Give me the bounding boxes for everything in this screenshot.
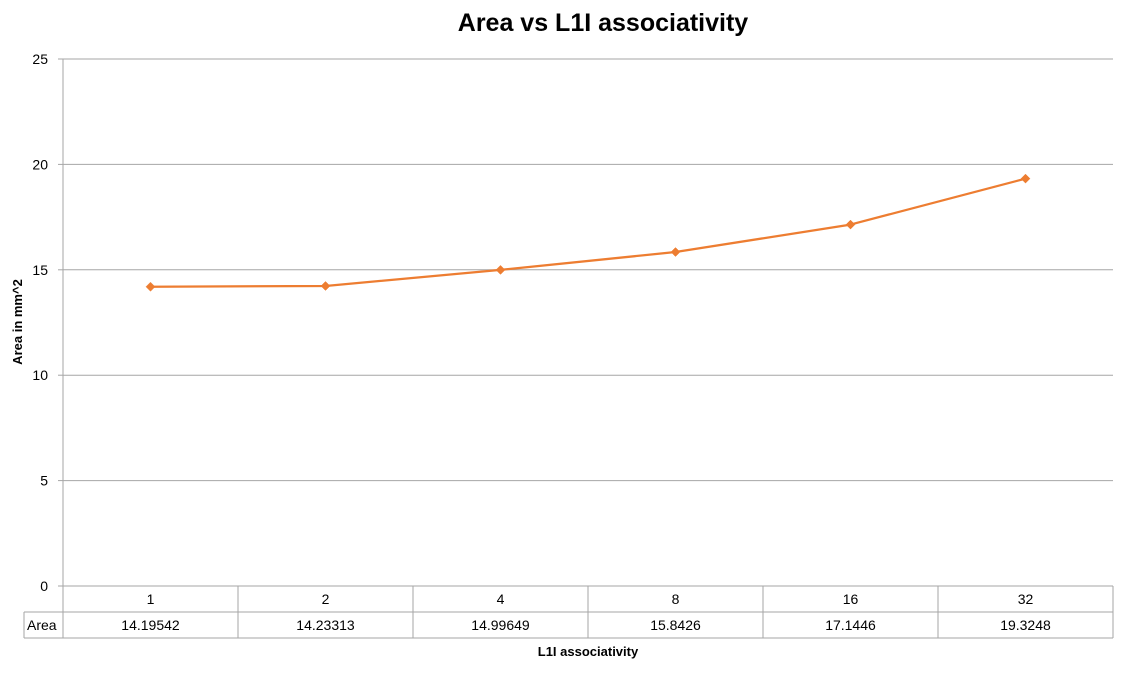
y-tick-label: 10: [32, 367, 48, 383]
y-tick-label: 5: [40, 473, 48, 489]
table-value-cell: 14.19542: [121, 617, 180, 633]
y-axis-ticks: 0 5 10 15 20 25: [32, 51, 48, 594]
data-point-marker: [670, 247, 681, 257]
table-series-name: Area: [27, 617, 57, 633]
table-value-cell: 17.1446: [825, 617, 876, 633]
x-tick-label: 2: [322, 591, 330, 607]
data-point-marker: [845, 219, 856, 230]
data-point-marker: [320, 281, 331, 291]
x-tick-label: 32: [1018, 591, 1034, 607]
gridlines: [58, 58, 1113, 587]
y-tick-label: 15: [32, 262, 48, 278]
series-area: [145, 173, 1031, 292]
data-point-marker: [145, 281, 156, 292]
y-tick-label: 0: [40, 578, 48, 594]
table-value-cell: 19.3248: [1000, 617, 1051, 633]
data-table: 1 2 4 8 16 32 Area 14.19542 14.23313 14.99649 15.8…: [23, 59, 1114, 639]
y-tick-label: 20: [32, 156, 48, 172]
table-value-cell: 15.8426: [650, 617, 701, 633]
y-tick-label: 25: [32, 51, 48, 67]
data-point-marker: [495, 265, 506, 275]
chart-title: Area vs L1I associativity: [458, 9, 749, 37]
y-axis-title: Area in mm^2: [10, 279, 25, 365]
x-tick-label: 4: [497, 591, 505, 607]
x-tick-label: 1: [147, 591, 155, 607]
x-tick-label: 16: [843, 591, 859, 607]
x-tick-label: 8: [672, 591, 680, 607]
series-line: [150, 177, 1026, 288]
table-value-cell: 14.99649: [471, 617, 530, 633]
table-value-cell: 14.23313: [296, 617, 355, 633]
data-point-marker: [1020, 173, 1031, 184]
x-axis-title: L1I associativity: [538, 644, 639, 659]
